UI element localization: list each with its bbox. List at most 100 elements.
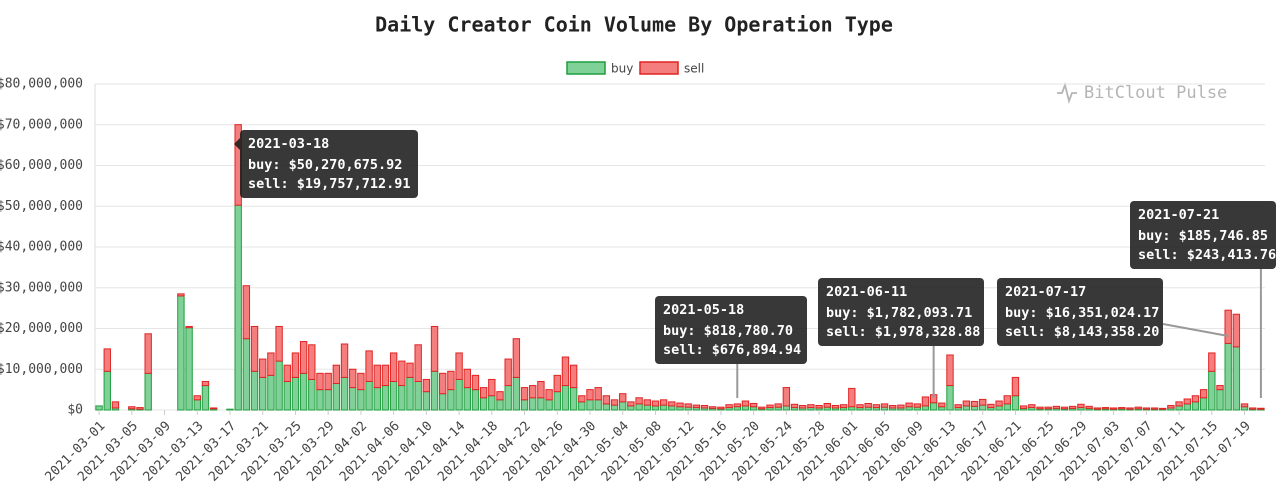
bar-segment — [332, 364, 341, 385]
bar-segment — [128, 406, 136, 410]
bar-segment — [365, 350, 373, 382]
bar-segment — [242, 285, 251, 340]
bar-segment — [1077, 403, 1085, 409]
bar-segment — [651, 405, 660, 411]
bar-segment — [275, 360, 283, 411]
bar-segment — [627, 401, 635, 407]
bar-segment — [1208, 352, 1216, 372]
bar-segment — [987, 403, 995, 409]
bar-segment — [962, 405, 971, 411]
bar-segment — [635, 397, 643, 405]
tooltip-line: sell: $19,757,712.91 — [248, 176, 411, 192]
bar-segment — [463, 387, 471, 411]
bar-segment — [627, 405, 635, 411]
bar-segment — [995, 400, 1003, 407]
bar-segment — [880, 403, 889, 408]
legend-swatch — [639, 61, 679, 75]
bar-segment — [872, 404, 881, 409]
bar-segment — [1011, 376, 1020, 397]
bar-segment — [1085, 405, 1093, 409]
bar-segment — [193, 395, 201, 401]
bar-segment — [1199, 397, 1208, 411]
tooltip: 2021-07-17 buy: $16,351,024.17 sell: $8,14… — [997, 278, 1229, 346]
bar-segment — [267, 352, 275, 376]
bar-segment — [586, 389, 594, 401]
bar-segment — [209, 407, 218, 410]
bar-segment — [1232, 313, 1241, 348]
bar-segment — [103, 348, 111, 372]
bar-segment — [463, 368, 471, 389]
bar-segment — [447, 389, 455, 411]
bar-segment — [578, 401, 586, 411]
bar-segment — [398, 385, 406, 411]
legend-label: sell — [684, 62, 704, 76]
bar-segment — [332, 383, 341, 411]
bar-segment — [512, 338, 521, 378]
bar-segment — [496, 391, 504, 401]
tooltip-line: buy: $50,270,675.92 — [248, 157, 402, 173]
bar-segment — [1019, 405, 1028, 409]
bar-segment — [995, 405, 1003, 411]
bar-segment — [1175, 405, 1183, 411]
bar-segment — [733, 403, 741, 408]
bar-segment — [823, 402, 831, 408]
bar-segment — [856, 404, 864, 409]
bar-segment — [799, 405, 807, 409]
bar-segment — [201, 385, 210, 411]
y-tick-label: $70,000,000 — [0, 117, 83, 132]
y-tick-label: $30,000,000 — [0, 280, 83, 295]
bar-segment — [283, 380, 291, 411]
bar-segment — [569, 387, 578, 411]
bar-segment — [610, 399, 619, 406]
bar-segment — [659, 399, 668, 406]
bar-segment — [520, 399, 529, 411]
bar-segment — [684, 403, 692, 408]
bar-segment — [1191, 401, 1200, 411]
bar-segment — [455, 352, 463, 380]
bar-segment — [1167, 405, 1175, 409]
bar-segment — [1134, 406, 1142, 410]
bar-segment — [291, 352, 300, 378]
bar-segment — [921, 396, 930, 407]
bar-segment — [349, 387, 357, 411]
bar-segment — [913, 403, 921, 408]
y-tick-label: $60,000,000 — [0, 158, 83, 173]
bar-segment — [1093, 407, 1101, 410]
bar-segment — [381, 364, 390, 387]
y-tick-label: $20,000,000 — [0, 321, 83, 336]
bar-segment — [389, 352, 398, 382]
bar-segment — [340, 343, 349, 378]
bar-segment — [1224, 342, 1232, 411]
bar-segment — [283, 364, 291, 382]
tooltip: 2021-05-18 buy: $818,780.70 sell: $676,894… — [655, 296, 807, 398]
bar-segment — [643, 399, 651, 406]
bar-segment — [815, 405, 823, 409]
bar-segment — [782, 405, 791, 411]
bar-segment — [324, 372, 332, 391]
bar-segment — [1175, 401, 1183, 407]
y-tick-label: $50,000,000 — [0, 199, 83, 214]
watermark-text: BitClout Pulse — [1084, 83, 1227, 103]
tooltip-box — [655, 296, 807, 364]
bar-segment — [299, 372, 308, 411]
bar-segment — [488, 395, 496, 411]
bar-segment — [136, 407, 144, 410]
bar-segment — [1036, 406, 1044, 410]
y-tick-label: $10,000,000 — [0, 362, 83, 377]
bar-segment — [520, 387, 529, 401]
y-tick-label: $80,000,000 — [0, 77, 83, 92]
bar-segment — [741, 400, 750, 407]
bar-segment — [741, 405, 750, 411]
tooltip-title: 2021-05-18 — [663, 302, 744, 318]
bar-segment — [250, 370, 259, 411]
bar-segment — [1224, 309, 1232, 344]
bar-segment — [790, 403, 799, 409]
bar-segment — [299, 341, 308, 374]
bar-segment — [324, 389, 332, 411]
bar-segment — [962, 400, 971, 407]
y-tick-label: $0 — [67, 403, 83, 418]
bar-segment — [316, 389, 324, 411]
bar-segment — [1109, 407, 1118, 410]
